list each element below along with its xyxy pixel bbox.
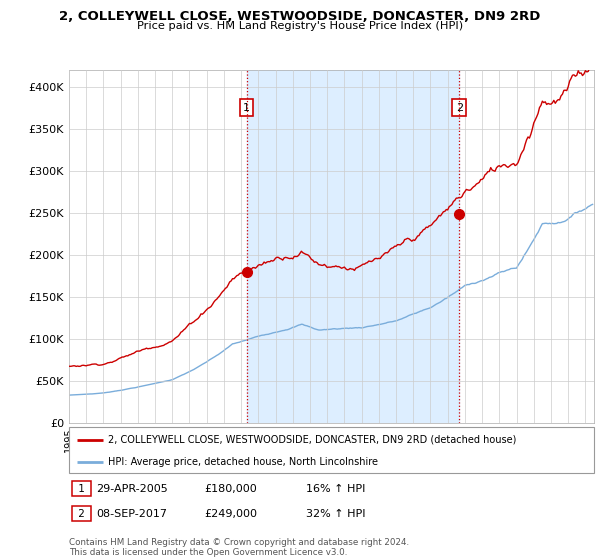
Text: 29-APR-2005: 29-APR-2005: [96, 484, 168, 494]
Text: 2: 2: [75, 508, 88, 519]
Text: £249,000: £249,000: [204, 508, 257, 519]
Text: Contains HM Land Registry data © Crown copyright and database right 2024.
This d: Contains HM Land Registry data © Crown c…: [69, 538, 409, 557]
Bar: [247, 70, 460, 423]
Text: 16% ↑ HPI: 16% ↑ HPI: [306, 484, 365, 494]
Text: Price paid vs. HM Land Registry's House Price Index (HPI): Price paid vs. HM Land Registry's House …: [137, 21, 463, 31]
Text: HPI: Average price, detached house, North Lincolnshire: HPI: Average price, detached house, Nort…: [109, 457, 379, 466]
Text: 32% ↑ HPI: 32% ↑ HPI: [306, 508, 365, 519]
Text: 2: 2: [456, 103, 463, 113]
Text: 1: 1: [243, 103, 250, 113]
Text: 2, COLLEYWELL CLOSE, WESTWOODSIDE, DONCASTER, DN9 2RD (detached house): 2, COLLEYWELL CLOSE, WESTWOODSIDE, DONCA…: [109, 435, 517, 445]
Text: 1: 1: [75, 484, 88, 494]
FancyBboxPatch shape: [69, 427, 594, 473]
Text: 08-SEP-2017: 08-SEP-2017: [96, 508, 167, 519]
Text: £180,000: £180,000: [204, 484, 257, 494]
Text: 2, COLLEYWELL CLOSE, WESTWOODSIDE, DONCASTER, DN9 2RD: 2, COLLEYWELL CLOSE, WESTWOODSIDE, DONCA…: [59, 10, 541, 23]
